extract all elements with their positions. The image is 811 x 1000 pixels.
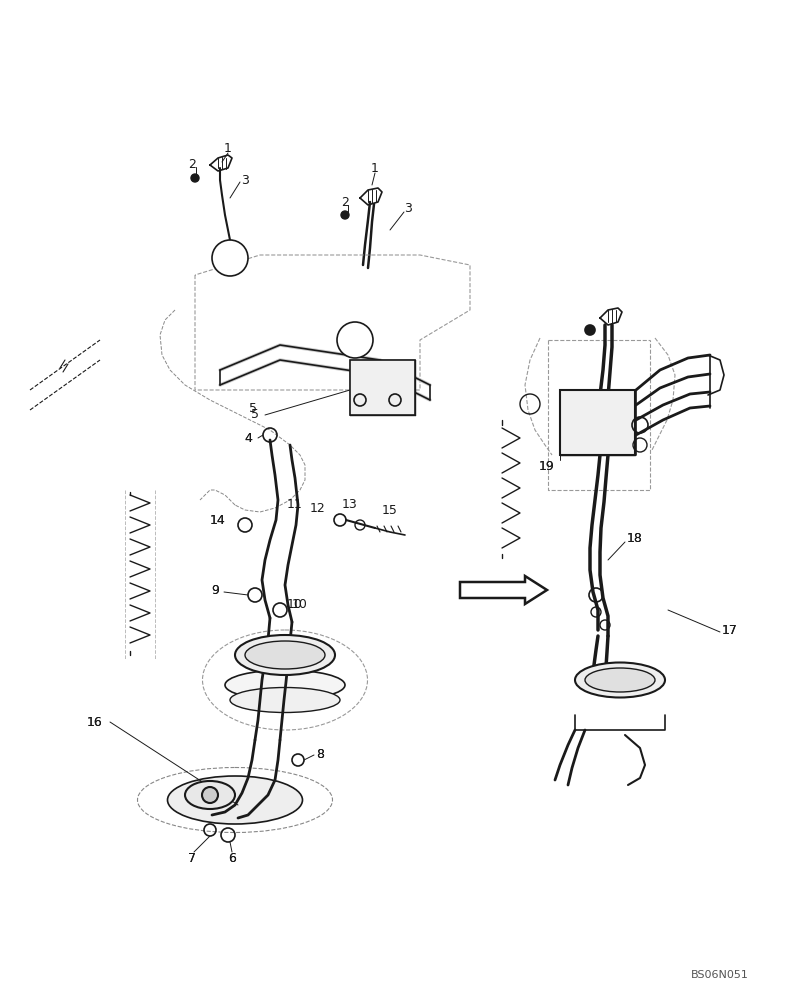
Ellipse shape bbox=[185, 781, 234, 809]
Text: 17: 17 bbox=[721, 624, 737, 637]
Text: 4: 4 bbox=[244, 432, 251, 444]
Text: 16: 16 bbox=[87, 716, 103, 728]
Text: 3: 3 bbox=[241, 174, 249, 186]
Text: 17: 17 bbox=[721, 624, 737, 637]
Ellipse shape bbox=[245, 641, 324, 669]
Text: 9: 9 bbox=[211, 584, 219, 596]
Text: 12: 12 bbox=[310, 502, 325, 514]
FancyArrow shape bbox=[460, 576, 547, 604]
Circle shape bbox=[202, 787, 217, 803]
Text: 6: 6 bbox=[228, 852, 236, 864]
Text: 10: 10 bbox=[287, 598, 303, 611]
Ellipse shape bbox=[230, 688, 340, 712]
Text: 14: 14 bbox=[210, 514, 225, 526]
Text: 3: 3 bbox=[404, 202, 411, 215]
Circle shape bbox=[341, 211, 349, 219]
Text: 19: 19 bbox=[539, 460, 554, 474]
Text: 7: 7 bbox=[188, 852, 195, 864]
Text: A: A bbox=[350, 334, 359, 347]
Text: 14: 14 bbox=[210, 514, 225, 526]
Text: 15: 15 bbox=[382, 504, 397, 516]
Circle shape bbox=[191, 174, 199, 182]
Ellipse shape bbox=[584, 668, 654, 692]
Circle shape bbox=[212, 240, 247, 276]
Text: 9: 9 bbox=[211, 584, 219, 596]
Text: 7: 7 bbox=[188, 852, 195, 864]
Text: 16: 16 bbox=[87, 716, 103, 728]
Text: 1: 1 bbox=[371, 161, 379, 174]
Text: 1: 1 bbox=[224, 141, 232, 154]
Bar bbox=[560, 390, 634, 455]
Text: 2: 2 bbox=[188, 158, 195, 172]
Text: 10: 10 bbox=[292, 598, 307, 611]
Text: A: A bbox=[225, 251, 234, 264]
Text: 13: 13 bbox=[341, 498, 358, 512]
Circle shape bbox=[584, 325, 594, 335]
Text: BS06N051: BS06N051 bbox=[690, 970, 748, 980]
Text: 8: 8 bbox=[315, 748, 324, 762]
Text: 18: 18 bbox=[626, 532, 642, 544]
Ellipse shape bbox=[234, 635, 335, 675]
Text: 5: 5 bbox=[249, 401, 257, 414]
Bar bbox=[350, 360, 414, 415]
Text: 4: 4 bbox=[244, 432, 251, 444]
Text: 2: 2 bbox=[341, 196, 349, 209]
Text: 8: 8 bbox=[315, 748, 324, 762]
Text: 19: 19 bbox=[539, 460, 554, 474]
Text: 18: 18 bbox=[626, 532, 642, 544]
Ellipse shape bbox=[574, 662, 664, 698]
Text: 5: 5 bbox=[251, 408, 259, 422]
Ellipse shape bbox=[225, 670, 345, 700]
Text: 11: 11 bbox=[287, 498, 303, 512]
Ellipse shape bbox=[167, 776, 303, 824]
Circle shape bbox=[337, 322, 372, 358]
Text: 6: 6 bbox=[228, 852, 236, 864]
